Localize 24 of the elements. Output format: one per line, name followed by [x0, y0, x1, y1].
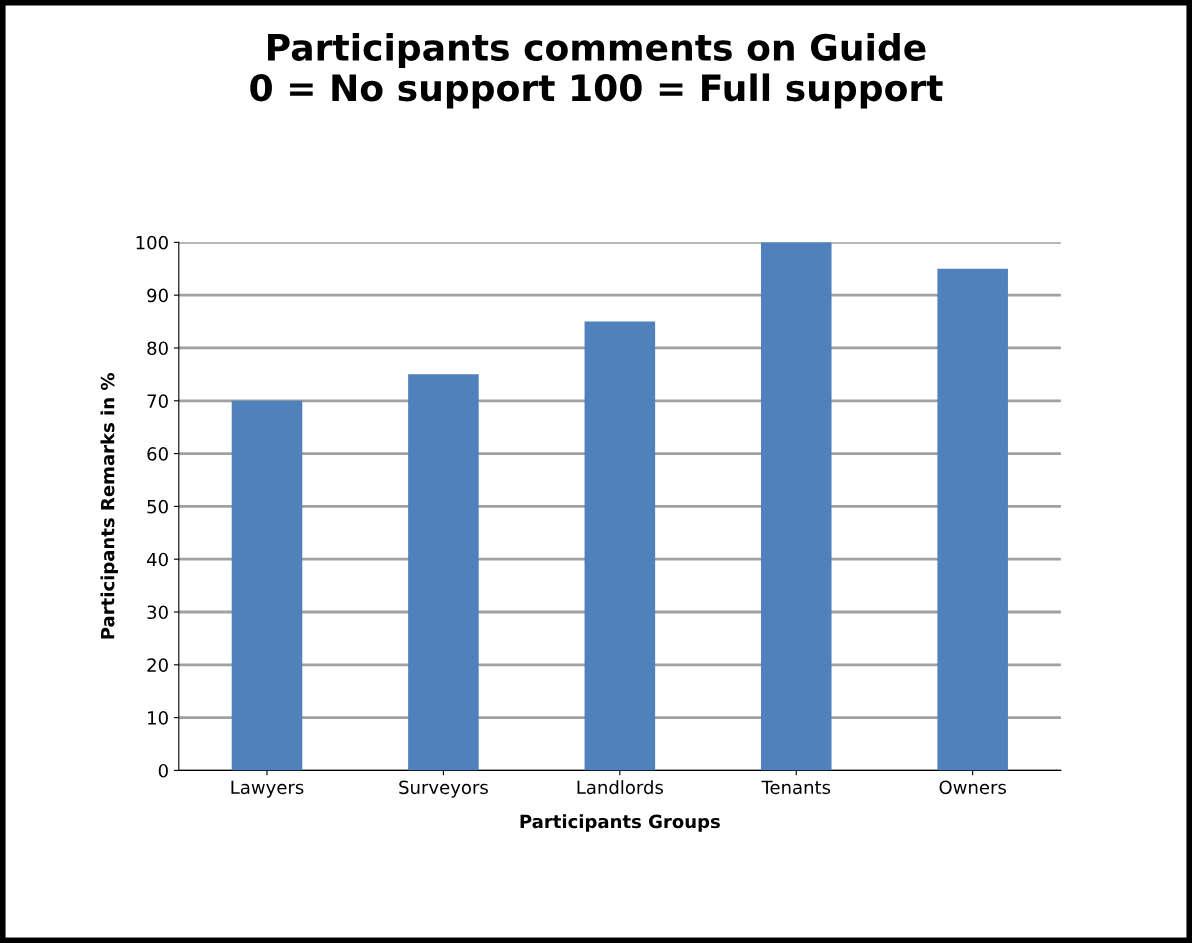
- y-tick-label: 90: [147, 288, 168, 303]
- x-axis-title: Participants Groups: [520, 814, 720, 832]
- y-tick-label: 30: [147, 605, 168, 620]
- y-tick-label: 70: [147, 394, 168, 408]
- bar: [760, 242, 832, 771]
- y-tick-label: 50: [147, 499, 168, 514]
- x-tick-label: Landlords: [577, 780, 663, 795]
- y-axis-title: Participants Remarks in %: [100, 373, 118, 639]
- y-tick-label: 20: [147, 658, 168, 672]
- bar: [408, 374, 479, 771]
- bar: [231, 400, 303, 771]
- y-tick-label: 100: [136, 235, 168, 250]
- x-tick-label: Owners: [939, 780, 1006, 795]
- y-tick-label: 60: [147, 447, 168, 461]
- y-tick-label: 40: [146, 552, 168, 567]
- bar: [937, 268, 1008, 771]
- x-tick-label: Surveyors: [399, 780, 488, 798]
- x-tick-label: Lawyers: [231, 780, 304, 798]
- y-tick-label: 10: [148, 711, 168, 725]
- x-tick-label: Tenants: [761, 780, 831, 795]
- y-tick-label: 80: [147, 341, 168, 356]
- bar: [584, 321, 656, 771]
- y-tick-label: 0: [158, 763, 168, 778]
- chart-title: Participants comments on Guide 0 = No support 100 = Full support: [250, 33, 943, 109]
